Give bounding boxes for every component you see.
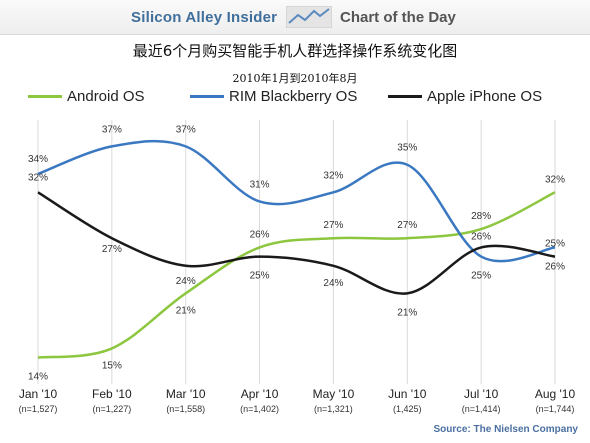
grid-lines	[37, 120, 556, 384]
x-tick-label: Aug '10	[535, 387, 576, 401]
data-label-rim: 34%	[28, 154, 48, 165]
legend-swatch-android	[28, 95, 62, 98]
x-sample-size: (n=1,527)	[19, 404, 58, 414]
data-label-apple: 21%	[397, 307, 417, 318]
x-tick-label: Apr '10	[241, 387, 279, 401]
data-label-rim: 31%	[250, 179, 270, 190]
x-sample-size: (n=1,414)	[462, 404, 501, 414]
data-label-apple: 32%	[28, 172, 48, 183]
data-label-rim: 32%	[323, 170, 343, 181]
data-label-apple: 27%	[102, 244, 122, 255]
data-label-android: 28%	[471, 211, 491, 222]
x-tick-label: Mar '10	[166, 387, 206, 401]
data-label-android: 27%	[397, 220, 417, 231]
legend: Android OS RIM Blackberry OS Apple iPhon…	[0, 88, 590, 110]
legend-swatch-rim	[190, 95, 224, 98]
x-tick-label: Feb '10	[92, 387, 132, 401]
banner: Silicon Alley Insider Chart of the Day	[0, 0, 590, 35]
data-label-android: 21%	[176, 305, 196, 316]
legend-label-rim: RIM Blackberry OS	[229, 88, 358, 105]
data-label-rim: 37%	[176, 124, 196, 135]
trend-line-icon	[286, 6, 332, 28]
series-line-android	[37, 191, 556, 359]
legend-item-apple: Apple iPhone OS	[388, 88, 542, 105]
series-lines	[37, 139, 556, 359]
x-sample-size: (n=1,744)	[536, 404, 575, 414]
data-label-apple: 26%	[471, 231, 491, 242]
data-label-rim: 37%	[102, 124, 122, 135]
data-label-android: 26%	[250, 229, 270, 240]
legend-label-android: Android OS	[67, 88, 145, 105]
x-tick-label: Jun '10	[388, 387, 427, 401]
data-label-android: 32%	[545, 174, 565, 185]
x-sample-size: (n=1,558)	[166, 404, 205, 414]
x-sample-size: (n=1,321)	[314, 404, 353, 414]
chart-subtitle: 2010年1月到2010年8月	[232, 72, 358, 85]
series-line-rim	[37, 139, 556, 263]
x-tick-label: May '10	[313, 387, 355, 401]
legend-label-apple: Apple iPhone OS	[427, 88, 543, 105]
data-label-apple: 24%	[176, 276, 196, 287]
data-label-android: 27%	[323, 220, 343, 231]
data-label-apple: 25%	[250, 271, 270, 282]
x-tick-label: Jan '10	[19, 387, 58, 401]
data-label-apple: 25%	[545, 239, 565, 250]
series-line-apple	[37, 191, 556, 295]
data-label-rim: 25%	[471, 271, 491, 282]
legend-item-android: Android OS	[28, 88, 145, 105]
brand-title: Silicon Alley Insider	[131, 9, 278, 26]
data-label-android: 14%	[28, 372, 48, 383]
chart-of-the-day-label: Chart of the Day	[340, 9, 456, 26]
legend-item-rim: RIM Blackberry OS	[190, 88, 357, 105]
x-sample-size: (n=1,227)	[92, 404, 131, 414]
data-label-apple: 24%	[323, 278, 343, 289]
data-label-android: 15%	[102, 360, 122, 371]
x-tick-label: Jul '10	[464, 387, 499, 401]
data-labels: 14% 15% 21% 26% 27% 27% 28% 32% 34% 37% 37% 31% 32% 3…	[28, 124, 565, 382]
source-note: Source: The Nielsen Company	[433, 424, 578, 435]
chart-title: 最近6个月购买智能手机人群选择操作系统变化图	[132, 42, 458, 60]
x-sample-size: (n=1,402)	[240, 404, 279, 414]
x-sample-size: (1,425)	[393, 404, 422, 414]
data-label-rim: 35%	[397, 143, 417, 154]
data-label-rim: 26%	[545, 261, 565, 272]
legend-swatch-apple	[388, 95, 422, 98]
x-axis: Jan '10 (n=1,527) Feb '10 (n=1,227) Mar '10 (…	[19, 387, 576, 414]
